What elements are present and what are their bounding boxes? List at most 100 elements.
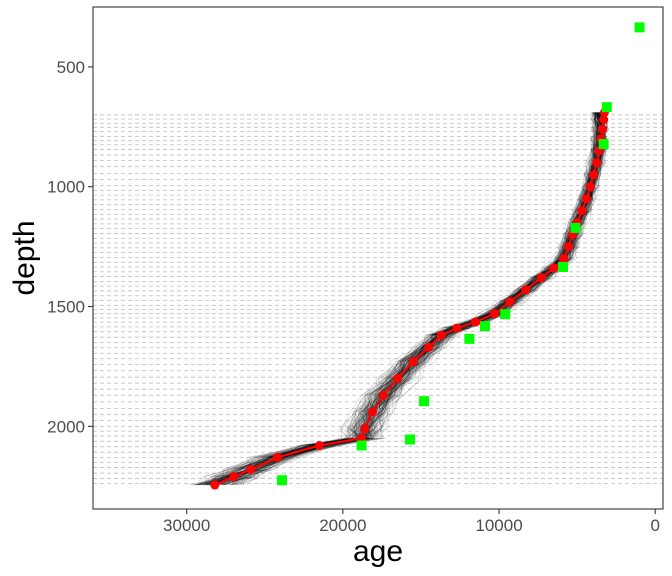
median-point xyxy=(589,170,599,180)
ensemble-iteration-line xyxy=(196,112,600,486)
y-tick-label: 500 xyxy=(57,58,85,77)
median-point xyxy=(471,317,481,327)
ensemble-iteration-line xyxy=(198,112,608,486)
ensemble-iteration-line xyxy=(201,112,608,486)
ensemble-iteration-line xyxy=(224,112,603,486)
ensemble-iteration-line xyxy=(214,112,606,486)
age-depth-ensemble xyxy=(187,112,609,486)
ensemble-iteration-line xyxy=(199,112,605,486)
median-point xyxy=(314,441,324,451)
ensemble-iteration-line xyxy=(224,112,599,486)
ensemble-iteration-line xyxy=(208,112,600,486)
ensemble-iteration-line xyxy=(223,112,601,486)
ensemble-iteration-line xyxy=(209,112,606,486)
date-marker xyxy=(356,440,367,451)
ensemble-iteration-line xyxy=(214,112,607,486)
ensemble-iteration-line xyxy=(222,112,604,486)
ensemble-iteration-line xyxy=(222,112,602,486)
date-marker xyxy=(464,333,475,344)
ensemble-iteration-line xyxy=(238,112,608,486)
median-point xyxy=(592,158,602,168)
ensemble-iteration-line xyxy=(240,112,606,486)
median-point xyxy=(536,273,546,283)
ensemble-iteration-line xyxy=(191,112,604,486)
ensemble-iteration-line xyxy=(212,112,607,486)
x-tick-label: 20000 xyxy=(319,516,366,535)
ensemble-iteration-line xyxy=(234,112,603,486)
ensemble-iteration-line xyxy=(210,112,606,486)
ensemble-iteration-line xyxy=(200,112,602,486)
median-point xyxy=(408,357,418,367)
ensemble-iteration-line xyxy=(203,112,599,486)
ensemble-iteration-line xyxy=(229,112,607,486)
ensemble-iteration-line xyxy=(193,112,607,486)
ensemble-iteration-line xyxy=(205,112,604,486)
ensemble-iteration-line xyxy=(205,112,604,486)
date-marker xyxy=(601,102,612,113)
ensemble-iteration-line xyxy=(223,112,605,486)
ensemble-iteration-line xyxy=(216,112,607,486)
date-marker xyxy=(479,321,490,332)
ensemble-iteration-line xyxy=(215,112,604,486)
ensemble-iteration-line xyxy=(196,112,601,486)
median-point xyxy=(360,424,370,434)
ensemble-iteration-line xyxy=(198,112,604,486)
x-tick-label: 0 xyxy=(650,516,659,535)
ensemble-iteration-line xyxy=(196,112,600,486)
ensemble-iteration-line xyxy=(210,112,600,486)
x-tick-label: 10000 xyxy=(475,516,522,535)
ensemble-iteration-line xyxy=(222,112,603,486)
ensemble-iteration-line xyxy=(193,112,600,486)
date-marker xyxy=(558,261,569,272)
ensemble-iteration-line xyxy=(231,112,598,486)
ensemble-iteration-line xyxy=(222,112,601,486)
ensemble-iteration-line xyxy=(216,112,606,486)
ensemble-iteration-line xyxy=(201,112,603,486)
ensemble-iteration-line xyxy=(229,112,605,486)
ensemble-iteration-line xyxy=(217,112,600,486)
ensemble-iteration-line xyxy=(210,112,603,486)
ensemble-iteration-line xyxy=(203,112,601,486)
ensemble-iteration-line xyxy=(215,112,607,486)
ensemble-iteration-line xyxy=(196,112,601,486)
ensemble-iteration-line xyxy=(205,112,606,486)
ensemble-iteration-line xyxy=(236,112,603,486)
ensemble-iteration-line xyxy=(236,112,604,486)
ensemble-iteration-line xyxy=(235,112,606,486)
y-axis: 500 1000 1500 2000 xyxy=(47,58,93,436)
ensemble-iteration-line xyxy=(218,112,598,486)
ensemble-iteration-line xyxy=(209,112,600,486)
ensemble-iteration-line xyxy=(202,112,600,486)
median-point xyxy=(585,182,595,192)
median-point xyxy=(597,124,607,134)
ensemble-iteration-line xyxy=(219,112,599,486)
ensemble-iteration-line xyxy=(237,112,605,486)
ensemble-iteration-line xyxy=(213,112,608,486)
ensemble-iteration-line xyxy=(212,112,606,486)
ensemble-iteration-line xyxy=(223,112,602,486)
ensemble-iteration-line xyxy=(187,112,601,486)
ensemble-iteration-line xyxy=(214,112,603,486)
date-marker xyxy=(405,434,416,445)
ensemble-iteration-line xyxy=(194,112,605,486)
ensemble-iteration-line xyxy=(216,112,601,486)
ensemble-iteration-line xyxy=(209,112,604,486)
median-point xyxy=(505,297,515,307)
ensemble-iteration-line xyxy=(194,112,602,486)
ensemble-iteration-line xyxy=(214,112,605,486)
ensemble-iteration-line xyxy=(203,112,603,486)
ensemble-iteration-line xyxy=(224,112,606,486)
ensemble-iteration-line xyxy=(230,112,607,486)
ensemble-iteration-line xyxy=(215,112,603,486)
median-point xyxy=(246,464,256,474)
ensemble-iteration-line xyxy=(215,112,598,486)
ensemble-iteration-line xyxy=(221,112,604,486)
ensemble-iteration-line xyxy=(220,112,605,486)
ensemble-iteration-line xyxy=(223,112,601,486)
ensemble-iteration-line xyxy=(204,112,606,486)
median-line xyxy=(214,112,606,487)
ensemble-iteration-line xyxy=(209,112,605,486)
median-point xyxy=(599,115,609,125)
ensemble-iteration-line xyxy=(217,112,599,486)
